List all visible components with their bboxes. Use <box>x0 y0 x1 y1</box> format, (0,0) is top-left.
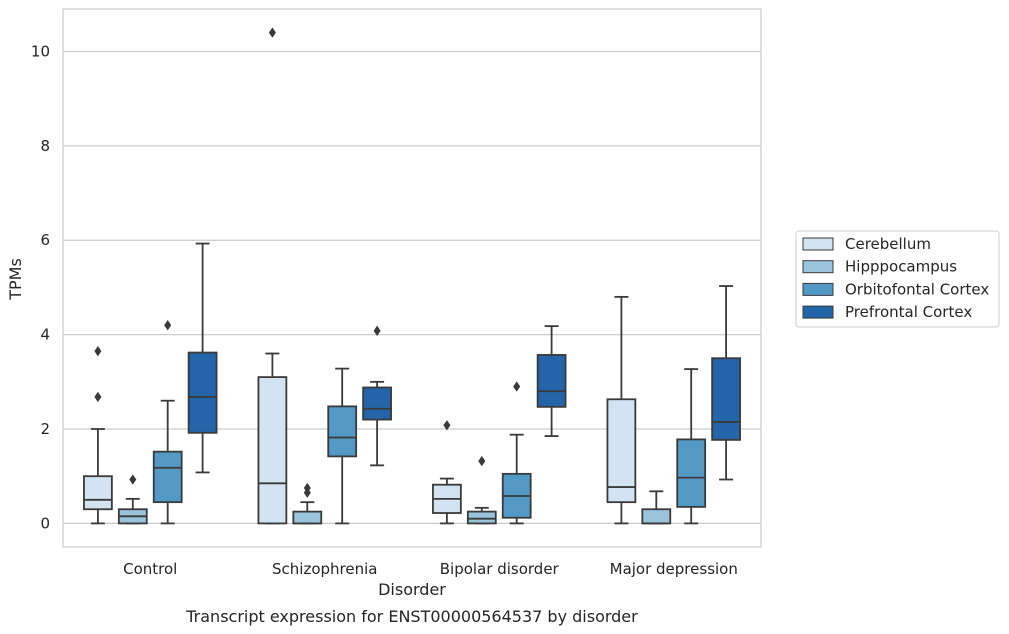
x-tick-label: Major depression <box>610 560 738 578</box>
box-cerebellum <box>83 345 113 525</box>
box-iqr <box>292 510 323 525</box>
x-tick-label: Schizophrenia <box>272 560 377 578</box>
box-orbitofontal-cortex <box>152 320 183 525</box>
plot-frame <box>62 8 762 548</box>
legend-swatch <box>802 260 834 274</box>
x-tick-label: Bipolar disorder <box>440 560 560 578</box>
box-cerebellum <box>606 295 637 525</box>
box-hipppocampus <box>641 490 672 525</box>
y-tick-label: 10 <box>31 42 50 60</box>
y-tick-label: 8 <box>40 137 50 155</box>
x-tick-label: Control <box>123 560 177 578</box>
box-iqr <box>711 357 741 441</box>
box-hipppocampus <box>292 482 323 525</box>
outlier-point <box>513 381 521 392</box>
box-hipppocampus <box>466 455 497 525</box>
box-orbitofontal-cortex <box>676 368 707 525</box>
legend-label: Cerebellum <box>845 235 931 253</box>
box-prefrontal-cortex <box>711 285 741 481</box>
legend-label: Prefrontal Cortex <box>845 303 972 321</box>
box-cerebellum <box>432 420 462 525</box>
outlier-point <box>478 455 486 467</box>
box-iqr <box>83 475 113 511</box>
box-iqr <box>187 351 218 434</box>
box-iqr <box>641 508 672 525</box>
outlier-point <box>94 345 102 357</box>
outlier-point <box>94 391 102 403</box>
box-prefrontal-cortex <box>362 325 392 467</box>
y-axis-title: TPMs <box>6 258 25 301</box>
box-iqr <box>152 450 183 504</box>
box-iqr <box>606 398 637 504</box>
box-cerebellum <box>257 27 288 525</box>
outlier-point <box>164 320 172 331</box>
box-iqr <box>327 405 358 458</box>
box-iqr <box>362 386 392 421</box>
y-tick-label: 6 <box>40 231 50 249</box>
y-tick-label: 0 <box>40 514 50 532</box>
x-tick-labels: Control Schizophrenia Bipolar disorder Majo… <box>123 560 738 578</box>
legend-swatch <box>802 305 834 319</box>
box-iqr <box>536 354 567 408</box>
box-orbitofontal-cortex <box>327 367 358 525</box>
outlier-point <box>443 420 451 431</box>
box-groups <box>83 27 741 525</box>
chart-caption: Transcript expression for ENST0000056453… <box>185 607 638 626</box>
grid-lines <box>63 50 761 525</box>
legend-label: Hipppocampus <box>845 258 957 276</box>
outlier-point <box>303 482 311 494</box>
box-iqr <box>257 376 288 525</box>
box-iqr <box>466 510 497 525</box>
legend-swatch <box>802 282 834 296</box>
legend-swatch <box>802 237 834 251</box>
box-iqr <box>676 438 707 508</box>
legend-frame <box>795 230 1000 328</box>
box-hipppocampus <box>117 474 148 525</box>
box-prefrontal-cortex <box>187 242 218 474</box>
outlier-point <box>268 27 276 38</box>
y-tick-label: 2 <box>40 420 50 438</box>
y-tick-labels: 0 2 4 6 8 10 <box>31 42 50 532</box>
box-prefrontal-cortex <box>536 325 567 437</box>
legend: Cerebellum Hipppocampus Orbitofontal Corte… <box>795 230 1000 328</box>
outlier-point <box>373 325 381 337</box>
box-orbitofontal-cortex <box>501 381 532 525</box>
y-tick-label: 4 <box>40 326 50 344</box>
legend-label: Orbitofontal Cortex <box>845 280 989 298</box>
x-axis-title: Disorder <box>378 580 446 599</box>
outlier-point <box>129 474 137 485</box>
